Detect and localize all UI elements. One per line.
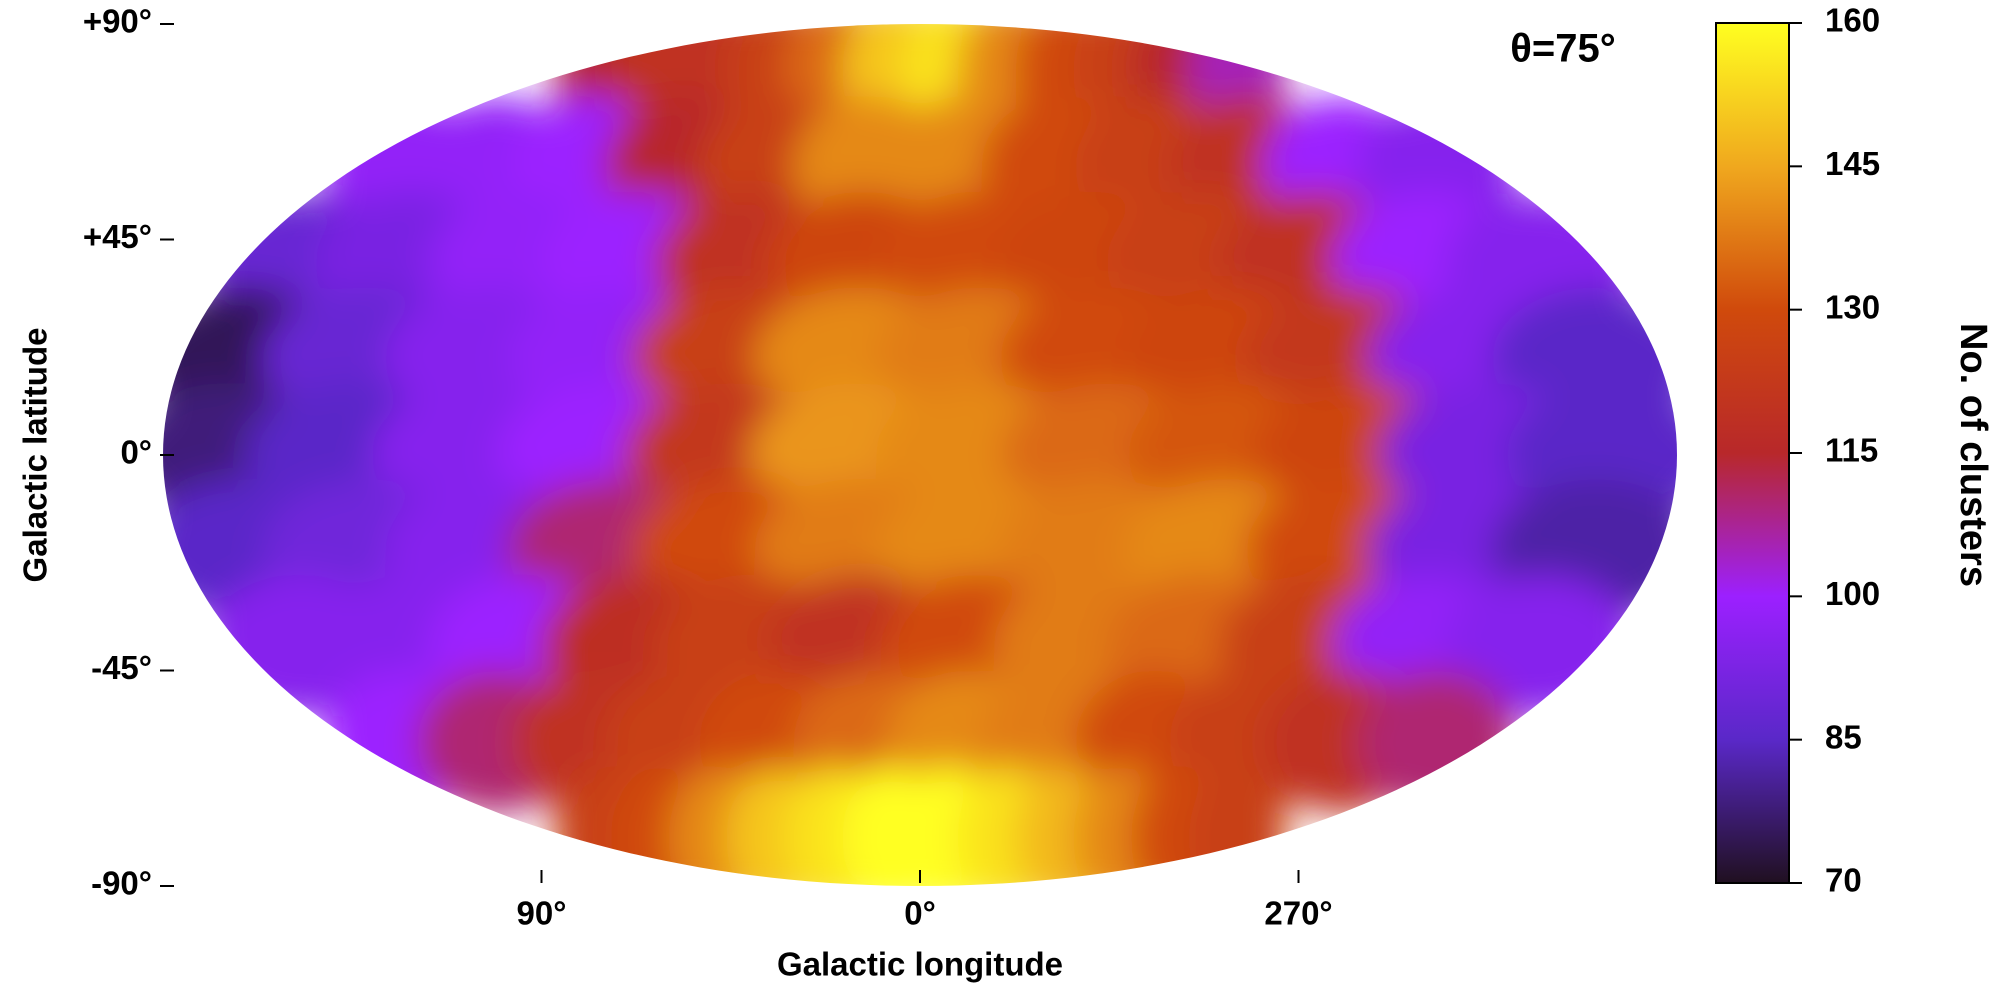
colorbar: [1715, 22, 1790, 884]
x-tick-label: 90°: [517, 895, 567, 932]
colorbar-tick-label: 145: [1825, 145, 1880, 182]
annotation: θ=75°: [1510, 27, 1615, 71]
colorbar-label: No. of clusters: [1952, 323, 1994, 587]
y-tick-label: -90°: [91, 865, 152, 902]
x-tick-label: 270°: [1264, 895, 1332, 932]
sky-map: [163, 24, 1677, 886]
colorbar-tick-label: 130: [1825, 288, 1880, 325]
cell: [1188, 766, 1288, 886]
colorbar-tick-label: 100: [1825, 575, 1880, 612]
cell: [1357, 670, 1518, 815]
colorbar-tick-label: 70: [1825, 862, 1862, 899]
colorbar-tick-label: 115: [1825, 432, 1878, 469]
y-tick-label: +90°: [83, 3, 152, 40]
y-tick-label: +45°: [83, 218, 152, 255]
x-axis-label: Galactic longitude: [777, 946, 1063, 983]
cells: [163, 24, 1677, 886]
colorbar-tick-label: 160: [1825, 2, 1880, 39]
x-tick-label: 0°: [904, 895, 936, 932]
y-tick-label: -45°: [91, 649, 152, 686]
y-axis-label: Galactic latitude: [17, 328, 54, 583]
colorbar-tick-label: 85: [1825, 718, 1862, 755]
y-tick-label: 0°: [120, 434, 152, 471]
